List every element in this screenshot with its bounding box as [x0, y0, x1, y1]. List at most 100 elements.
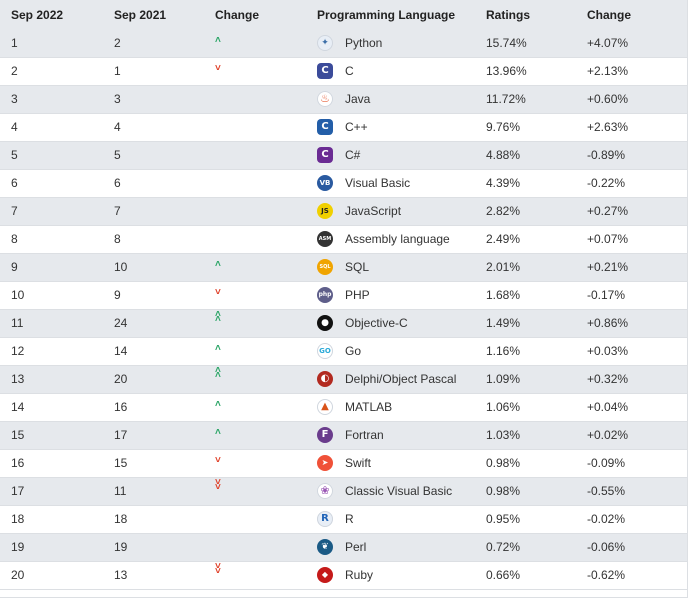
table-row[interactable]: 10 9 ˅ php PHP 1.68% -0.17% [0, 282, 687, 310]
language-name: C++ [345, 120, 368, 134]
double-arrow-up-icon: ˄ ˄ [215, 365, 221, 381]
rating-change: +4.07% [587, 36, 629, 50]
table-row[interactable]: 2 1 ˅ C C 13.96% +2.13% [0, 58, 687, 86]
javascript-icon: JS [317, 203, 333, 219]
rank-sep-2022: 19 [11, 540, 25, 554]
table-row[interactable]: 15 17 ˄ F Fortran 1.03% +0.02% [0, 422, 687, 450]
rank-change [215, 86, 235, 113]
rating-value: 4.39% [486, 176, 521, 190]
rating-change: -0.89% [587, 148, 626, 162]
language-icon-cell: C [317, 147, 333, 163]
header-change-percent[interactable]: Change [587, 8, 632, 22]
table-row[interactable]: 4 4 C C++ 9.76% +2.63% [0, 114, 687, 142]
table-row[interactable]: 9 10 ˄ SQL SQL 2.01% +0.21% [0, 254, 687, 282]
header-change[interactable]: Change [215, 8, 260, 22]
table-row[interactable]: 3 3 ♨ Java 11.72% +0.60% [0, 86, 687, 114]
header-programming-language[interactable]: Programming Language [317, 8, 456, 22]
matlab-icon: ▲ [317, 399, 333, 415]
language-name: Swift [345, 456, 372, 470]
rank-sep-2022: 7 [11, 204, 18, 218]
language-name: Python [345, 36, 383, 50]
visual-basic-icon: VB [317, 175, 333, 191]
language-name: Go [345, 344, 362, 358]
table-row[interactable]: 14 16 ˄ ▲ MATLAB 1.06% +0.04% [0, 394, 687, 422]
language-icon-cell: ◐ [317, 371, 333, 387]
table-row[interactable]: 17 11 ˅ ˅ ❀ Classic Visual Basic 0.98% -0.55% [0, 478, 687, 506]
table-row[interactable]: 5 5 C C# 4.88% -0.89% [0, 142, 687, 170]
rating-change: -0.17% [587, 288, 626, 302]
rank-sep-2022: 6 [11, 176, 18, 190]
language-name: PHP [345, 288, 370, 302]
arrow-down-icon: ˅ [215, 455, 221, 466]
rank-sep-2022: 17 [11, 484, 25, 498]
sql-icon: SQL [317, 259, 333, 275]
header-ratings[interactable]: Ratings [486, 8, 531, 22]
rank-change: ˅ [215, 282, 235, 309]
rank-sep-2021: 5 [114, 148, 121, 162]
rank-sep-2022: 4 [11, 120, 18, 134]
rank-change [215, 142, 235, 169]
table-row[interactable]: 6 6 VB Visual Basic 4.39% -0.22% [0, 170, 687, 198]
rating-value: 0.98% [486, 484, 521, 498]
language-name: Classic Visual Basic [345, 484, 453, 498]
rating-value: 11.72% [486, 92, 526, 106]
rank-change: ˅ [215, 450, 235, 477]
language-icon-cell: ✦ [317, 35, 333, 51]
table-row[interactable]: 12 14 ˄ GO Go 1.16% +0.03% [0, 338, 687, 366]
arrow-up-icon: ˄ [215, 343, 221, 354]
header-sep-2021[interactable]: Sep 2021 [114, 8, 167, 22]
rating-value: 1.06% [486, 400, 521, 414]
php-icon: php [317, 287, 333, 303]
rank-change [215, 198, 235, 225]
double-arrow-down-icon: ˅ ˅ [215, 477, 221, 493]
rating-value: 4.88% [486, 148, 521, 162]
rating-value: 9.76% [486, 120, 521, 134]
language-icon-cell: ● [317, 315, 333, 331]
rank-sep-2022: 3 [11, 92, 18, 106]
assembly-icon: ASM [317, 231, 333, 247]
arrow-down-icon: ˅ [215, 287, 221, 298]
language-icon-cell: R [317, 511, 333, 527]
table-row[interactable]: 19 19 ❦ Perl 0.72% -0.06% [0, 534, 687, 562]
swift-icon: ➤ [317, 455, 333, 471]
table-row[interactable]: 16 15 ˅ ➤ Swift 0.98% -0.09% [0, 450, 687, 478]
rank-sep-2022: 16 [11, 456, 25, 470]
language-name: Assembly language [345, 232, 450, 246]
language-icon-cell: C [317, 119, 333, 135]
rank-sep-2021: 6 [114, 176, 121, 190]
rank-sep-2022: 11 [11, 316, 24, 330]
language-icon-cell: ❦ [317, 539, 333, 555]
rating-value: 0.66% [486, 568, 521, 582]
rating-change: -0.62% [587, 568, 626, 582]
table-row[interactable]: 7 7 JS JavaScript 2.82% +0.27% [0, 198, 687, 226]
rank-sep-2021: 4 [114, 120, 121, 134]
rank-change [215, 506, 235, 533]
table-row[interactable]: 1 2 ˄ ✦ Python 15.74% +4.07% [0, 30, 687, 58]
rating-value: 2.01% [486, 260, 521, 274]
rating-change: +2.63% [587, 120, 629, 134]
table-row[interactable]: 11 24 ˄ ˄ ● Objective-C 1.49% +0.86% [0, 310, 687, 338]
rank-sep-2022: 5 [11, 148, 18, 162]
rating-value: 1.68% [486, 288, 521, 302]
rank-change [215, 170, 235, 197]
table-row[interactable]: 8 8 ASM Assembly language 2.49% +0.07% [0, 226, 687, 254]
table-header: Sep 2022 Sep 2021 Change Programming Lan… [0, 0, 687, 31]
rating-change: +0.86% [587, 316, 629, 330]
rank-sep-2021: 24 [114, 316, 128, 330]
table-row[interactable]: 20 13 ˅ ˅ ◆ Ruby 0.66% -0.62% [0, 562, 687, 590]
language-name: MATLAB [345, 400, 393, 414]
rank-change: ˄ ˄ [215, 310, 235, 337]
rating-value: 1.49% [486, 316, 521, 330]
table-row[interactable]: 13 20 ˄ ˄ ◐ Delphi/Object Pascal 1.09% +0.32% [0, 366, 687, 394]
rank-sep-2021: 7 [114, 204, 121, 218]
rank-sep-2021: 13 [114, 568, 128, 582]
rating-change: +0.60% [587, 92, 629, 106]
rank-sep-2021: 19 [114, 540, 128, 554]
rank-sep-2021: 18 [114, 512, 128, 526]
cplusplus-icon: C [317, 119, 333, 135]
language-name: Fortran [345, 428, 384, 442]
table-row[interactable]: 18 18 R R 0.95% -0.02% [0, 506, 687, 534]
delphi-icon: ◐ [317, 371, 333, 387]
header-sep-2022[interactable]: Sep 2022 [11, 8, 64, 22]
